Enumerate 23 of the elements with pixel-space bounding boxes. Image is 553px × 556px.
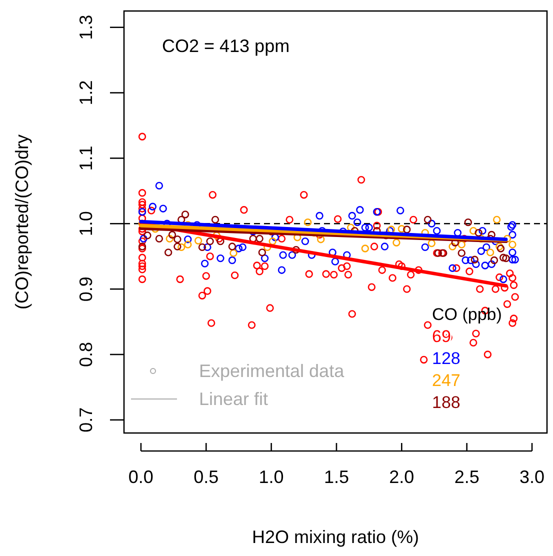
x-axis-title: H2O mixing ratio (%): [252, 527, 420, 547]
y-tick-label: 0.8: [76, 342, 96, 368]
y-tick-label: 1.0: [76, 211, 96, 236]
x-tick-label: 1.0: [258, 467, 284, 487]
y-tick-label: 1.1: [76, 146, 96, 171]
x-tick-label: 0.0: [128, 467, 154, 487]
y-tick-label: 0.9: [76, 276, 96, 302]
x-tick-label: 1.5: [324, 467, 349, 487]
x-tick-label: 3.0: [519, 467, 545, 487]
x-tick-label: 2.5: [454, 467, 480, 487]
text: 247: [432, 371, 460, 390]
legend-title: CO (ppb): [432, 305, 502, 324]
annotation: Linear fit: [199, 389, 268, 409]
y-tick-label: 1.3: [76, 14, 96, 40]
y-tick-label: 0.7: [76, 407, 96, 432]
annotation: CO2 = 413 ppm: [162, 36, 290, 56]
x-tick-label: 2.0: [389, 467, 414, 487]
y-tick-label: 1.2: [76, 80, 96, 106]
text: 128: [432, 349, 460, 368]
x-tick-label: 0.5: [194, 467, 219, 487]
text: 188: [432, 393, 460, 412]
y-axis-title: (CO)reported/(CO)dry: [12, 134, 32, 310]
annotation: Experimental data: [199, 361, 346, 381]
